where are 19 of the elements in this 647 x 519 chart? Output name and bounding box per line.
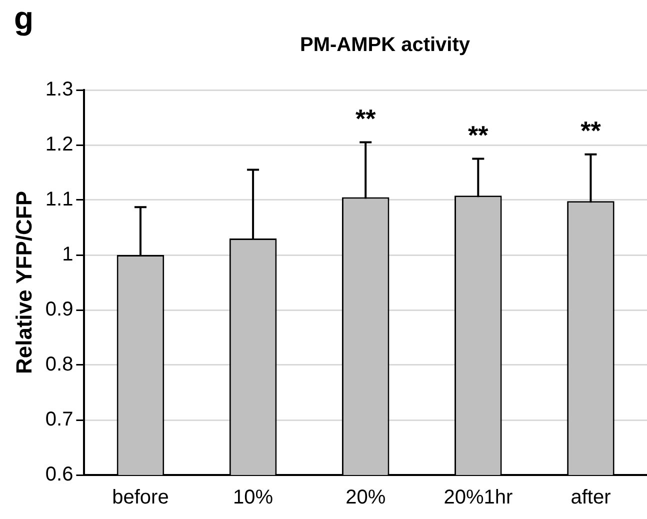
y-tick-label: 0.8 bbox=[45, 354, 74, 376]
x-tick-label: after bbox=[570, 486, 612, 509]
x-tick-label: 20% bbox=[346, 486, 386, 509]
text: g bbox=[14, 0, 34, 37]
annotation: ** bbox=[468, 120, 490, 150]
annotation: ** bbox=[355, 103, 377, 134]
y-tick-label: 0.9 bbox=[45, 298, 74, 321]
y-tick-label: 1.2 bbox=[45, 134, 74, 156]
y-tick-label: 0.7 bbox=[45, 408, 74, 431]
annotation: ** bbox=[580, 116, 602, 146]
y-tick-label: 1.1 bbox=[45, 188, 74, 211]
x-tick-label: 20%1hr bbox=[444, 486, 513, 509]
y-tick-label: 0.6 bbox=[45, 464, 74, 486]
x-tick-label: before bbox=[112, 486, 169, 509]
y-tick-label: 1.3 bbox=[45, 78, 74, 101]
chart-title: PM-AMPK activity bbox=[298, 34, 472, 57]
y-tick-label: 1 bbox=[62, 244, 74, 266]
x-tick-label: 10% bbox=[233, 486, 274, 509]
y-axis-title: Relative YFP/CFP bbox=[11, 191, 36, 374]
